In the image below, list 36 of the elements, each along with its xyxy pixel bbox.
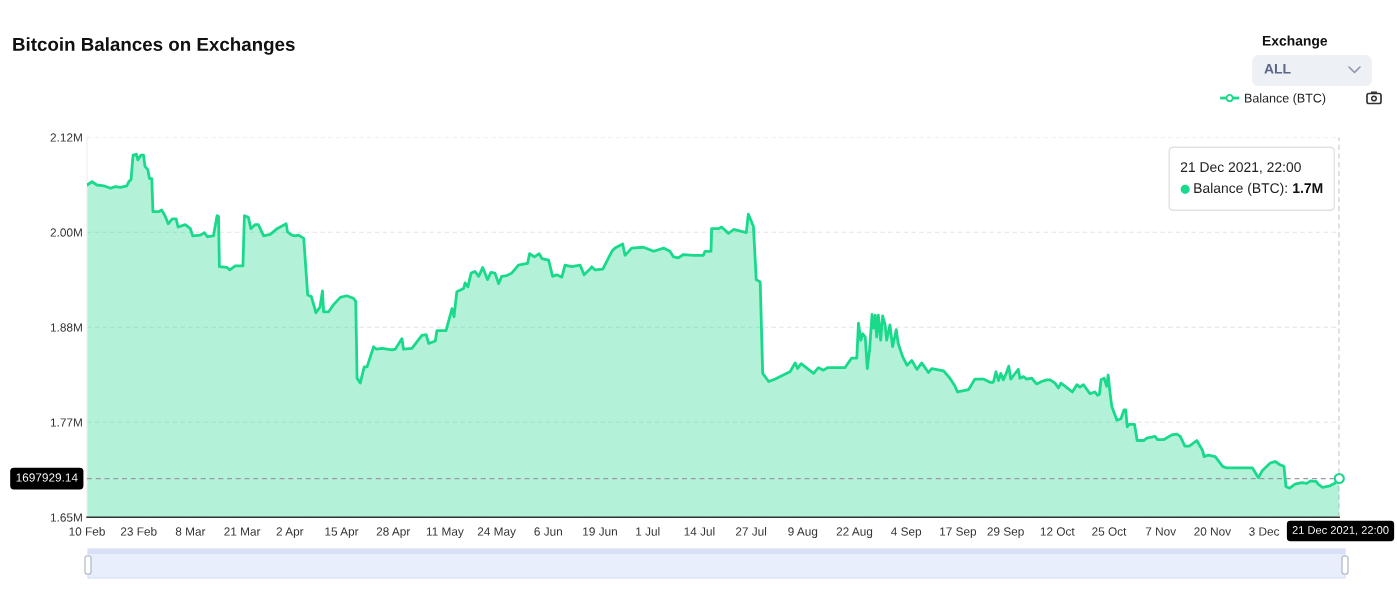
x-tick-label: 2 Apr [276,527,304,539]
chart-title: Bitcoin Balances on Exchanges [13,37,295,55]
ref-line-label: 1697929.14 [16,473,78,482]
x-tick-label: 12 Oct [1040,527,1075,536]
x-tick-label: 23 Feb [120,527,157,536]
x-tick-label: 8 Mar [175,527,206,536]
x-tick-label: 3 Dec [1249,527,1280,536]
x-tick-label: 7 Nov [1145,527,1177,536]
x-tick-label: 19 Jun [583,527,617,536]
x-tick-label: 25 Oct [1092,527,1127,536]
x-tick-label: 11 May [426,527,464,539]
x-tick-label: 29 Sep [987,527,1024,539]
y-tick-label: 1.77M [50,418,82,427]
x-tick-label: 1 Jul [636,527,660,536]
x-tick-label: 27 Jul [735,527,767,536]
y-tick-label: 2.00M [50,228,82,237]
x-tick-label: 24 May [477,527,516,539]
x-tick-label: 21 Mar [224,527,261,536]
x-tick-label: 4 Sep [891,527,922,539]
text: ALL [1264,64,1291,74]
annotation: 21 Dec 2021, 22:00 Balance (BTC): 1.7M [1180,162,1323,196]
x-tick-label: 6 Jun [534,527,562,536]
x-tick-label: 28 Apr [376,527,411,539]
text: Exchange [1262,35,1328,49]
y-tick-label: 1.88M [50,323,82,332]
x-tick-label: 17 Sep [940,527,977,539]
x-tick-label: 20 Nov [1194,527,1232,536]
legend-label: Balance (BTC) [1245,93,1326,105]
y-tick-label: 1.65M [50,513,82,522]
x-tick-label: 10 Feb [69,527,105,536]
x-tick-label: 14 Jul [684,527,715,536]
ref-line-label: 21 Dec 2021, 22:00 [1292,526,1389,536]
x-tick-label: 9 Aug [788,527,818,539]
x-tick-label: 15 Apr [325,527,359,539]
y-tick-label: 2.12M [50,133,82,142]
x-tick-label: 22 Aug [836,527,873,539]
